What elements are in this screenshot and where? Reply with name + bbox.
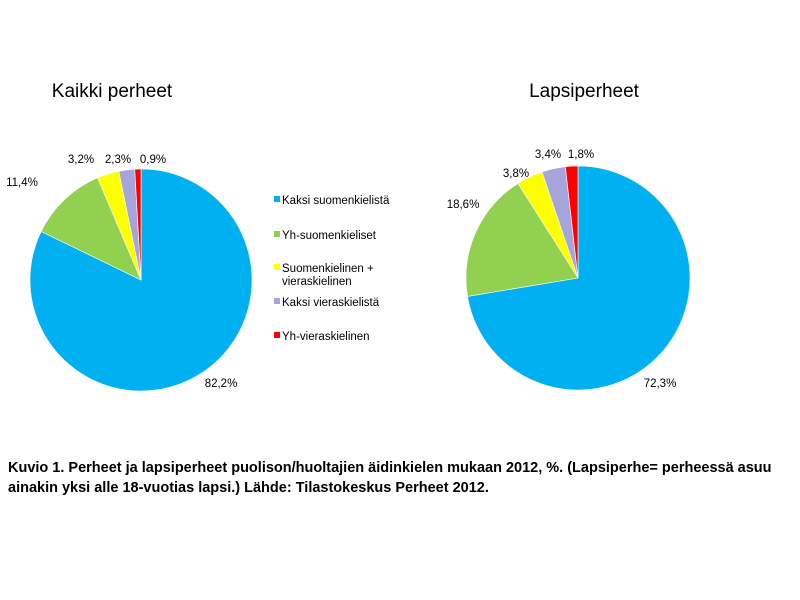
pie-chart-2: 72,3% 18,6% 3,8% 3,4% 1,8% Lapsiperheet: [447, 81, 691, 391]
legend-item: Kaksi vieraskielistä: [274, 297, 380, 309]
pie-title: Lapsiperheet: [529, 81, 640, 102]
legend-swatch: [274, 332, 280, 338]
legend-swatch: [274, 196, 280, 202]
data-label: 11,4%: [6, 177, 38, 189]
data-label: 72,3%: [644, 378, 677, 390]
data-label: 3,2%: [68, 154, 94, 166]
legend-item: Suomenkielinen +vieraskielinen: [274, 263, 374, 288]
legend-swatch: [274, 264, 280, 270]
legend: Kaksi suomenkielistä Yh-suomenkieliset Suo…: [274, 195, 390, 343]
legend-label: Yh-vieraskielinen: [282, 331, 370, 343]
pie-slice: [467, 165, 691, 391]
data-label: 1,8%: [568, 149, 594, 161]
figure-caption: Kuvio 1. Perheet ja lapsiperheet puoliso…: [8, 460, 772, 496]
legend-label: Yh-suomenkieliset: [282, 230, 377, 242]
data-label: 18,6%: [447, 199, 480, 211]
pie-slice: [465, 183, 579, 297]
pie-slice: [40, 177, 142, 281]
data-label: 82,2%: [205, 378, 238, 390]
pie-title: Kaikki perheet: [52, 81, 173, 102]
legend-item: Yh-vieraskielinen: [274, 331, 370, 343]
pie-slice: [565, 165, 579, 279]
data-label: 3,8%: [503, 168, 529, 180]
data-label: 3,4%: [535, 149, 561, 161]
data-label: 0,9%: [140, 154, 166, 166]
pie-slice: [134, 168, 142, 281]
legend-label: vieraskielinen: [282, 276, 352, 288]
legend-item: Kaksi suomenkielistä: [274, 195, 390, 207]
legend-swatch: [274, 231, 280, 237]
legend-label: Suomenkielinen +: [282, 263, 374, 275]
pie-chart-1: 82,2% 11,4% 3,2% 2,3% 0,9% Kaikki perheet: [6, 81, 253, 392]
legend-label: Kaksi vieraskielistä: [282, 297, 380, 309]
data-label: 2,3%: [105, 154, 131, 166]
legend-item: Yh-suomenkieliset: [274, 230, 377, 242]
legend-label: Kaksi suomenkielistä: [282, 195, 390, 207]
legend-swatch: [274, 298, 280, 304]
